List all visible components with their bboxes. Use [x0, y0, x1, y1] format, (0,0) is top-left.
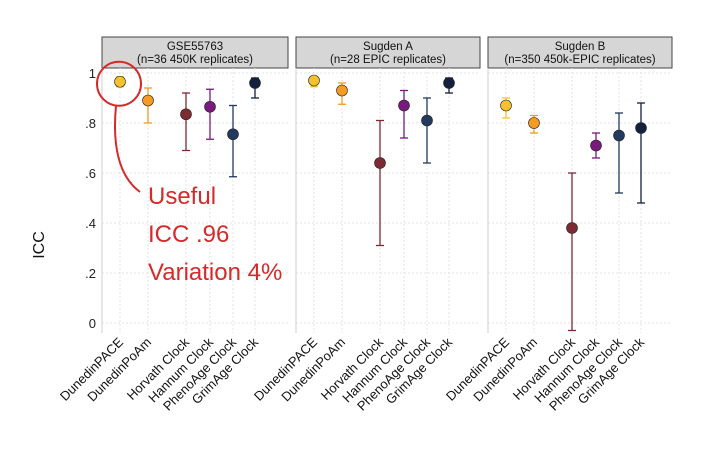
panel-strip: [487, 36, 673, 69]
annotation-arrow: [114, 105, 141, 193]
data-point: [142, 94, 154, 107]
data-point: [500, 99, 512, 112]
panel-title: GSE55763: [167, 41, 223, 53]
data-point: [590, 139, 602, 152]
data-point: [180, 108, 192, 121]
y-axis-label: ICC: [31, 231, 48, 259]
highlight-circle: [96, 60, 142, 107]
annotation-text: Variation 4%: [148, 259, 282, 286]
data-point: [613, 129, 625, 142]
data-point: [249, 77, 261, 89]
data-point: [336, 84, 348, 97]
data-point: [528, 117, 540, 129]
data-point: [443, 77, 455, 89]
panel-title: Sugden A: [363, 41, 413, 53]
y-tick-label: .8: [85, 116, 96, 131]
y-tick-label: 0: [89, 316, 96, 331]
panel-subtitle: (n=350 450k-EPIC replicates): [504, 54, 655, 66]
data-point: [635, 122, 647, 134]
data-point: [566, 222, 578, 234]
panel-strip: [295, 36, 481, 69]
y-tick-label: 1: [89, 66, 96, 81]
y-tick-label: .6: [85, 166, 96, 181]
data-point: [398, 99, 410, 112]
annotation-text: Useful: [148, 183, 216, 210]
panel-strip: [101, 36, 289, 69]
data-point: [114, 75, 126, 88]
data-point: [308, 74, 320, 87]
data-point: [374, 157, 386, 169]
data-point: [204, 100, 216, 113]
annotation-text: ICC .96: [148, 221, 229, 248]
panel-subtitle: (n=28 EPIC replicates): [330, 54, 446, 66]
panel-subtitle: (n=36 450K replicates): [137, 54, 253, 66]
panel-title: Sugden B: [555, 41, 606, 53]
y-tick-label: .4: [85, 216, 96, 231]
y-tick-label: .2: [85, 266, 96, 281]
data-point: [421, 114, 433, 127]
data-point: [227, 128, 239, 141]
